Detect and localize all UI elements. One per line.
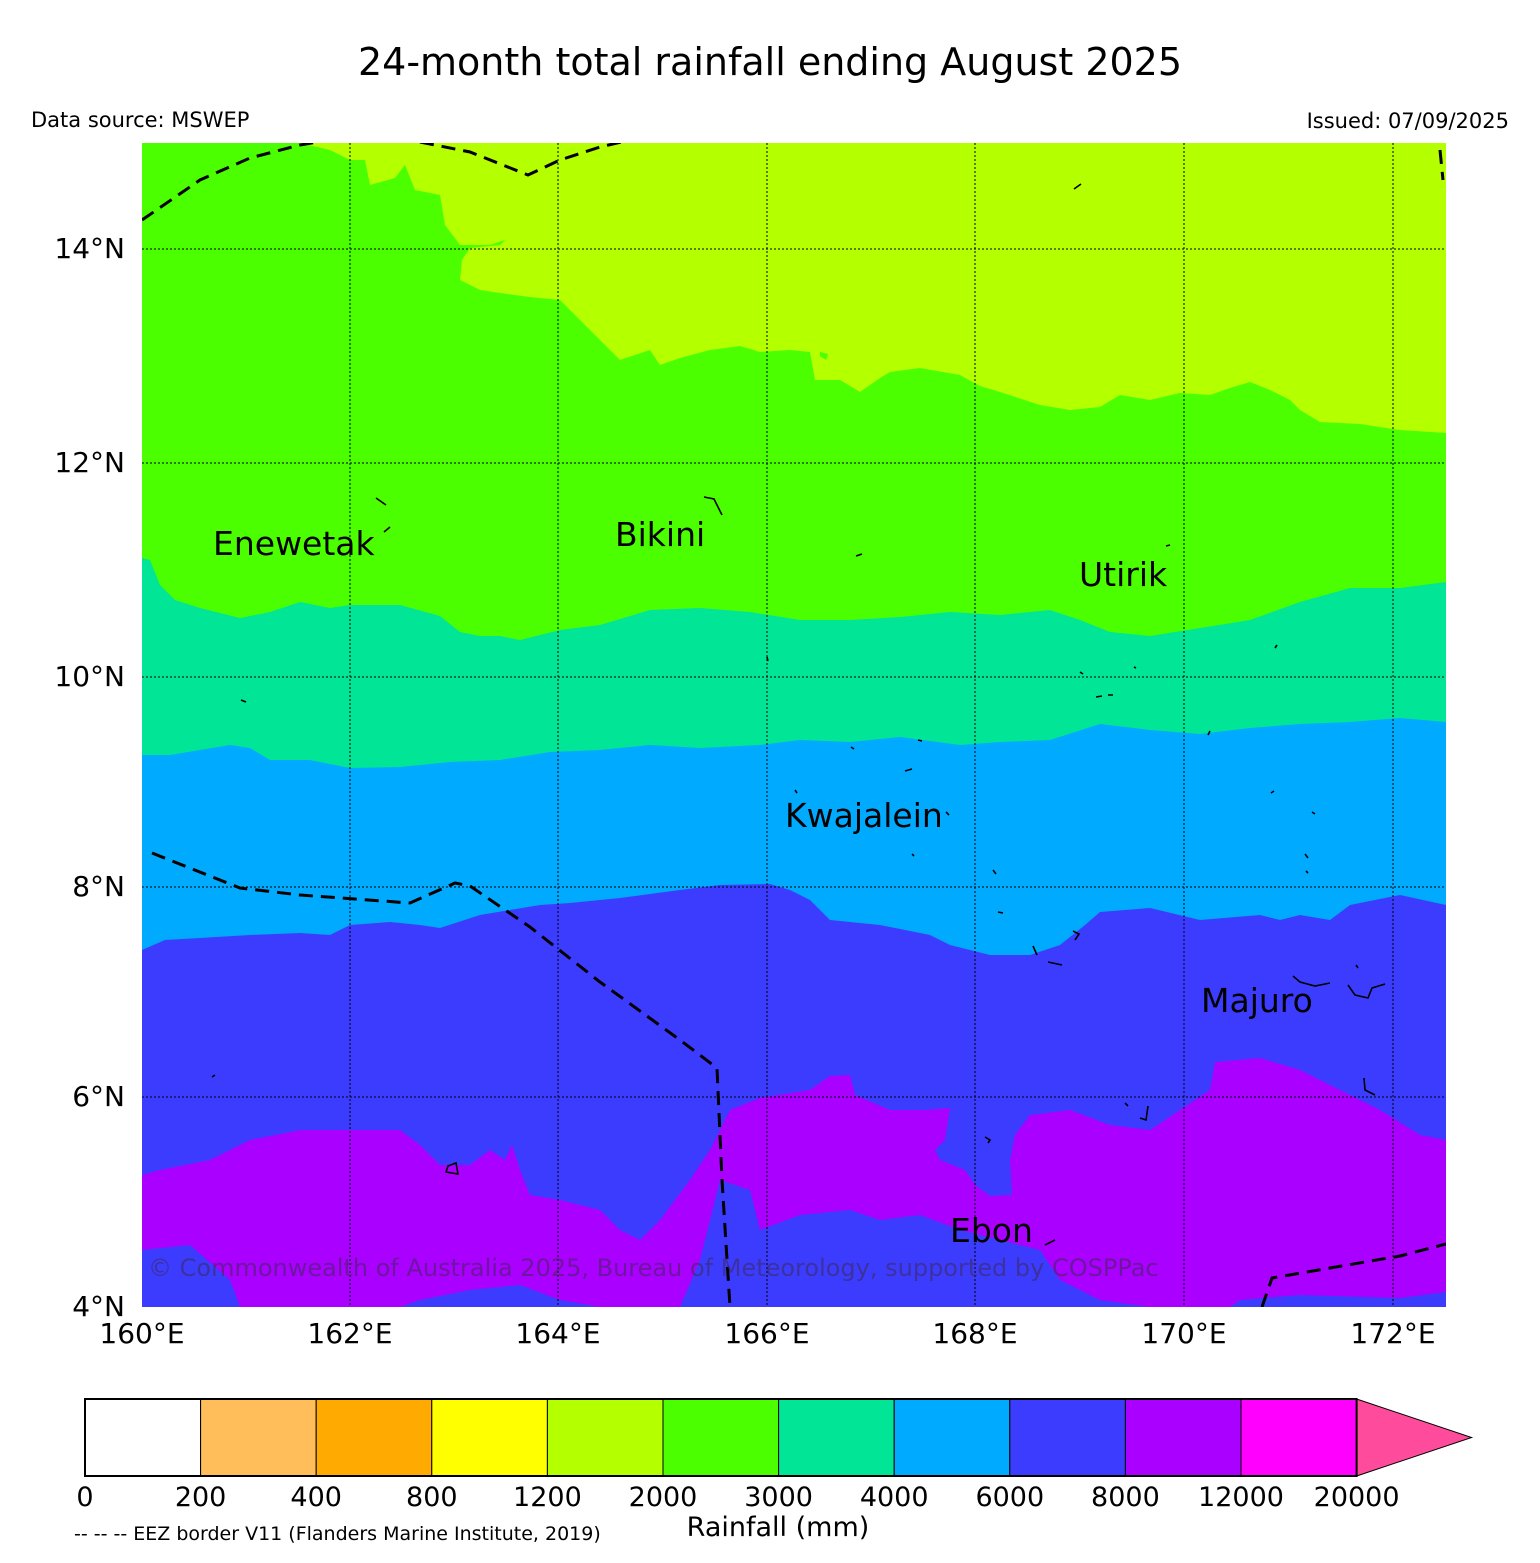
colorbar-extend-arrow	[1356, 1398, 1474, 1477]
colorbar-tick-label: 6000	[975, 1482, 1045, 1513]
colorbar-swatch-5	[662, 1398, 780, 1477]
graticule	[142, 143, 1446, 1307]
colorbar-swatch-2	[315, 1398, 433, 1477]
lon-label-166: 166°E	[724, 1317, 810, 1350]
lat-label-12: 12°N	[54, 446, 125, 479]
map-title: 24-month total rainfall ending August 20…	[357, 40, 1183, 84]
colorbar-swatch-9	[1124, 1398, 1242, 1477]
colorbar-tick-label: 1200	[513, 1482, 582, 1513]
lon-label-162: 162°E	[307, 1317, 393, 1350]
copyright-notice: © Commonwealth of Australia 2025, Bureau…	[148, 1254, 1159, 1282]
colorbar-swatch-0	[84, 1398, 202, 1477]
colorbar-tick-label: 2000	[628, 1482, 698, 1513]
eez-legend-note: -- -- -- EEZ border V11 (Flanders Marine…	[74, 1523, 601, 1545]
lon-label-168: 168°E	[932, 1317, 1018, 1350]
colorbar-tick-label: 20000	[1313, 1482, 1400, 1513]
lon-label-170: 170°E	[1141, 1317, 1227, 1350]
colorbar-swatch-8	[1009, 1398, 1126, 1477]
band-1200-2000	[300, 143, 1446, 433]
lat-label-6: 6°N	[72, 1080, 125, 1113]
lat-label-8: 8°N	[72, 870, 125, 903]
colorbar-tick-label: 12000	[1198, 1482, 1284, 1513]
lon-label-172: 172°E	[1350, 1317, 1436, 1350]
colorbar-swatch-7	[893, 1398, 1011, 1477]
lat-label-4: 4°N	[72, 1290, 125, 1323]
colorbar-tick-label: 8000	[1091, 1482, 1160, 1513]
colorbar-tick-label: 800	[406, 1482, 458, 1513]
colorbar-tick-label: 400	[290, 1482, 342, 1513]
colorbar-tick-label: 3000	[744, 1482, 813, 1513]
colorbar-swatch-4	[546, 1398, 664, 1477]
lon-label-160: 160°E	[99, 1317, 185, 1350]
data-source: Data source: MSWEP	[31, 108, 250, 132]
place-ebon: Ebon	[950, 1211, 1033, 1250]
colorbar-swatch-3	[431, 1398, 548, 1477]
place-utirik: Utirik	[1079, 555, 1168, 594]
lat-label-14: 14°N	[54, 232, 125, 265]
issued-date: Issued: 07/09/2025	[1306, 109, 1509, 133]
lon-label-164: 164°E	[515, 1317, 601, 1350]
colorbar	[84, 1398, 1474, 1477]
colorbar-tick-label: 200	[174, 1482, 227, 1513]
colorbar-tick-label: 4000	[859, 1482, 929, 1513]
eez-borders	[142, 143, 1446, 1307]
colorbar-swatch-10	[1240, 1398, 1358, 1477]
place-kwajalein: Kwajalein	[785, 796, 943, 835]
lat-label-10: 10°N	[54, 660, 125, 693]
place-majuro: Majuro	[1201, 981, 1313, 1020]
islands	[211, 183, 1386, 1246]
colorbar-swatch-6	[778, 1398, 895, 1477]
place-bikini: Bikini	[615, 515, 706, 554]
place-enewetak: Enewetak	[213, 524, 375, 563]
colorbar-outline	[84, 1398, 1358, 1477]
colorbar-swatch-1	[200, 1398, 317, 1477]
colorbar-title: Rainfall (mm)	[686, 1512, 870, 1543]
colorbar-tick-label: 0	[76, 1482, 94, 1513]
